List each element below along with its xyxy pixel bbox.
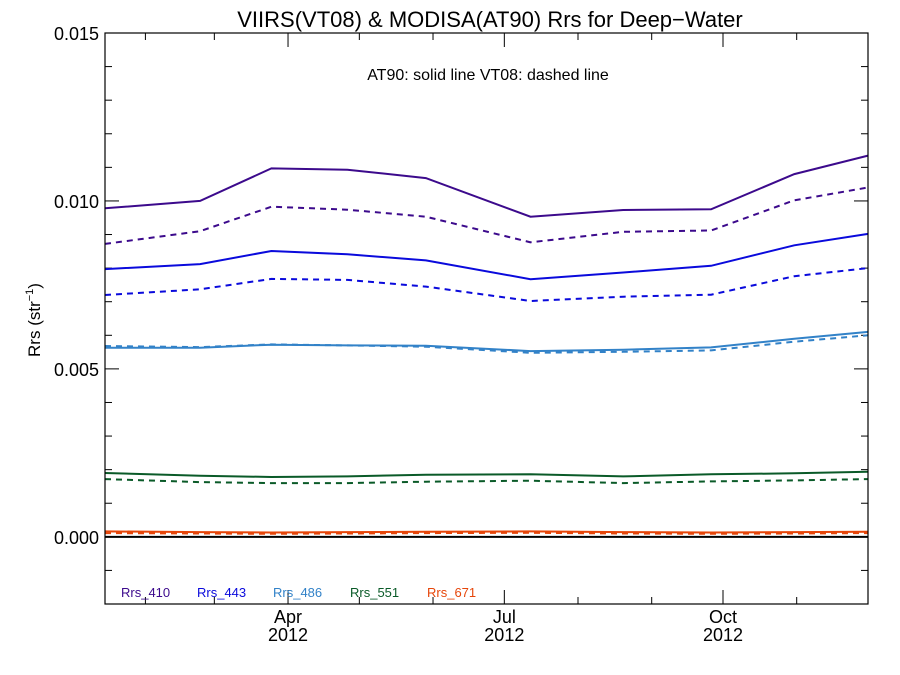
y-tick-label: 0.015 <box>54 24 99 44</box>
series-line-rrs_443-at90 <box>104 232 869 281</box>
x-tick-label: Oct <box>709 607 737 627</box>
series-line-rrs_551-at90 <box>104 470 869 479</box>
plot-frame <box>104 32 869 605</box>
x-tick-label: Jul <box>493 607 516 627</box>
legend-entry: Rrs_551 <box>350 585 399 600</box>
line-style-annotation: AT90: solid line VT08: dashed line <box>367 67 609 84</box>
y-tick-label: 0.010 <box>54 192 99 212</box>
series-line-rrs_671-at90 <box>104 530 869 534</box>
chart-title: VIIRS(VT08) & MODISA(AT90) Rrs for Deep−… <box>237 7 743 32</box>
series-line-rrs_551-vt08 <box>104 478 869 485</box>
plot-area <box>104 32 869 605</box>
y-tick-label: 0.005 <box>54 360 99 380</box>
series-line-rrs_410-at90 <box>104 154 869 218</box>
legend-entry: Rrs_443 <box>197 585 246 600</box>
x-tick-year: 2012 <box>484 625 524 645</box>
x-tick-year: 2012 <box>268 625 308 645</box>
legend-entry: Rrs_410 <box>121 585 170 600</box>
legend-entry: Rrs_486 <box>273 585 322 600</box>
y-tick-label: 0.000 <box>54 528 99 548</box>
y-axis-label: Rrs (str−1) <box>24 283 44 357</box>
series-line-rrs_443-vt08 <box>104 267 869 303</box>
x-tick-label: Apr <box>274 607 302 627</box>
legend-entry: Rrs_671 <box>427 585 476 600</box>
x-tick-year: 2012 <box>703 625 743 645</box>
series-line-rrs_410-vt08 <box>104 186 869 245</box>
series-line-rrs_486-at90 <box>105 330 869 353</box>
series-line-rrs_486-vt08 <box>104 334 869 354</box>
